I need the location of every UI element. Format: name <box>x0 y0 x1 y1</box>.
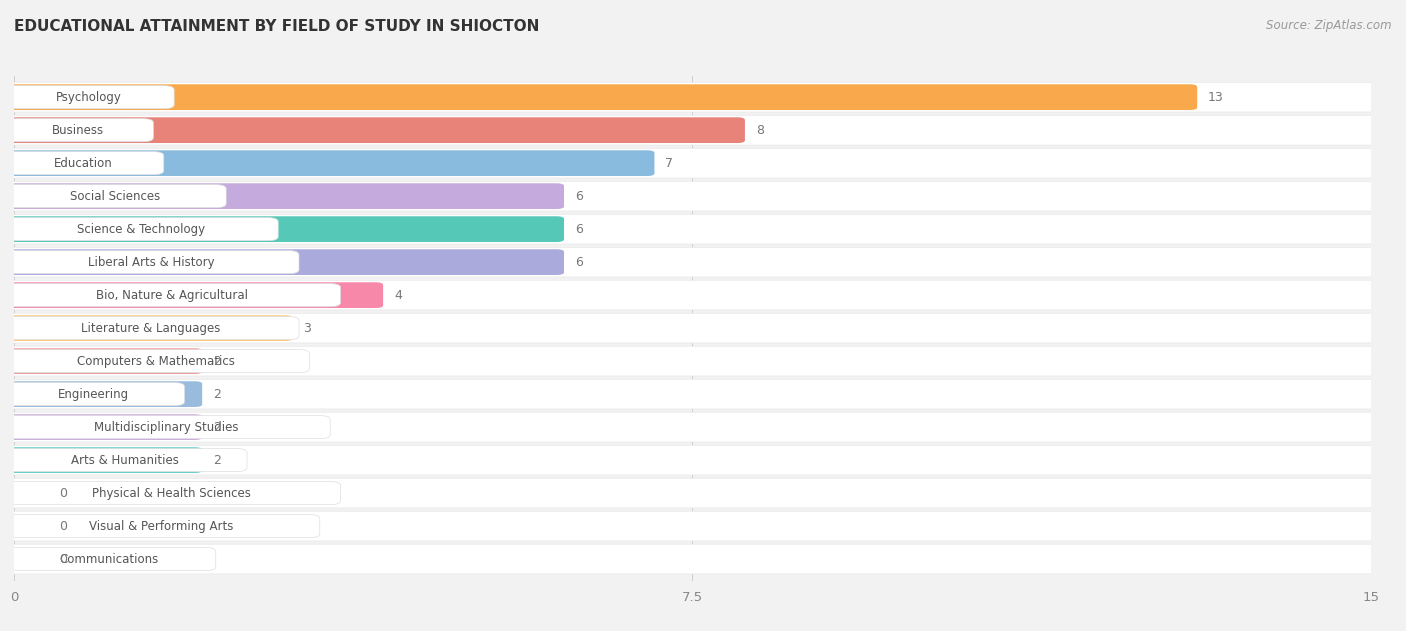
FancyBboxPatch shape <box>13 445 1372 475</box>
FancyBboxPatch shape <box>3 151 163 175</box>
Circle shape <box>10 321 51 336</box>
FancyBboxPatch shape <box>7 216 564 242</box>
Text: 6: 6 <box>575 256 582 269</box>
FancyBboxPatch shape <box>7 117 745 143</box>
Text: Business: Business <box>52 124 104 137</box>
Circle shape <box>10 90 51 104</box>
Text: 0: 0 <box>59 553 67 565</box>
Text: Literature & Languages: Literature & Languages <box>82 322 221 334</box>
Text: Engineering: Engineering <box>58 387 129 401</box>
Circle shape <box>10 420 51 434</box>
FancyBboxPatch shape <box>3 481 340 505</box>
Circle shape <box>10 552 51 567</box>
FancyBboxPatch shape <box>13 544 1372 574</box>
FancyBboxPatch shape <box>3 548 215 570</box>
Circle shape <box>10 288 51 302</box>
Text: Communications: Communications <box>60 553 159 565</box>
FancyBboxPatch shape <box>13 115 1372 145</box>
Text: Bio, Nature & Agricultural: Bio, Nature & Agricultural <box>96 288 247 302</box>
Circle shape <box>10 189 51 203</box>
Text: Education: Education <box>53 156 112 170</box>
Circle shape <box>10 552 51 567</box>
Circle shape <box>10 354 51 369</box>
Circle shape <box>10 519 51 533</box>
FancyBboxPatch shape <box>7 249 564 275</box>
FancyBboxPatch shape <box>3 350 309 373</box>
FancyBboxPatch shape <box>7 85 1197 110</box>
Circle shape <box>10 255 51 269</box>
FancyBboxPatch shape <box>3 283 340 307</box>
FancyBboxPatch shape <box>13 215 1372 244</box>
Circle shape <box>10 453 51 468</box>
Circle shape <box>10 123 51 138</box>
FancyBboxPatch shape <box>3 251 299 274</box>
FancyBboxPatch shape <box>13 412 1372 442</box>
Text: 13: 13 <box>1208 91 1223 103</box>
FancyBboxPatch shape <box>7 282 382 308</box>
Text: Multidisciplinary Studies: Multidisciplinary Studies <box>94 421 239 433</box>
FancyBboxPatch shape <box>3 185 226 208</box>
FancyBboxPatch shape <box>13 247 1372 277</box>
Text: 0: 0 <box>59 519 67 533</box>
Circle shape <box>10 519 51 533</box>
FancyBboxPatch shape <box>13 82 1372 112</box>
FancyBboxPatch shape <box>3 119 153 142</box>
FancyBboxPatch shape <box>3 317 299 339</box>
FancyBboxPatch shape <box>13 511 1372 541</box>
Text: EDUCATIONAL ATTAINMENT BY FIELD OF STUDY IN SHIOCTON: EDUCATIONAL ATTAINMENT BY FIELD OF STUDY… <box>14 19 540 34</box>
FancyBboxPatch shape <box>13 379 1372 409</box>
Text: Arts & Humanities: Arts & Humanities <box>72 454 179 466</box>
Circle shape <box>10 387 51 401</box>
FancyBboxPatch shape <box>7 447 202 473</box>
FancyBboxPatch shape <box>3 218 278 240</box>
Text: 2: 2 <box>214 355 221 368</box>
Text: Computers & Mathematics: Computers & Mathematics <box>77 355 235 368</box>
Text: 2: 2 <box>214 454 221 466</box>
FancyBboxPatch shape <box>13 181 1372 211</box>
FancyBboxPatch shape <box>3 416 330 439</box>
FancyBboxPatch shape <box>7 414 202 440</box>
FancyBboxPatch shape <box>7 381 202 407</box>
FancyBboxPatch shape <box>7 348 202 374</box>
Text: 7: 7 <box>665 156 673 170</box>
Text: Liberal Arts & History: Liberal Arts & History <box>87 256 214 269</box>
Text: Social Sciences: Social Sciences <box>69 190 160 203</box>
FancyBboxPatch shape <box>3 449 247 471</box>
Circle shape <box>10 156 51 170</box>
Circle shape <box>10 486 51 500</box>
FancyBboxPatch shape <box>13 478 1372 508</box>
Text: 8: 8 <box>756 124 763 137</box>
Text: 6: 6 <box>575 190 582 203</box>
Text: Visual & Performing Arts: Visual & Performing Arts <box>90 519 233 533</box>
Text: Science & Technology: Science & Technology <box>77 223 205 235</box>
FancyBboxPatch shape <box>13 280 1372 310</box>
Text: Psychology: Psychology <box>56 91 122 103</box>
Circle shape <box>10 222 51 237</box>
FancyBboxPatch shape <box>3 514 319 538</box>
Text: 3: 3 <box>304 322 311 334</box>
Text: Source: ZipAtlas.com: Source: ZipAtlas.com <box>1267 19 1392 32</box>
FancyBboxPatch shape <box>13 346 1372 376</box>
FancyBboxPatch shape <box>7 183 564 209</box>
FancyBboxPatch shape <box>7 150 654 176</box>
FancyBboxPatch shape <box>13 148 1372 178</box>
Text: 2: 2 <box>214 387 221 401</box>
Text: 0: 0 <box>59 487 67 500</box>
FancyBboxPatch shape <box>3 382 184 406</box>
Text: 2: 2 <box>214 421 221 433</box>
FancyBboxPatch shape <box>7 316 292 341</box>
FancyBboxPatch shape <box>13 313 1372 343</box>
FancyBboxPatch shape <box>3 86 174 109</box>
Text: 6: 6 <box>575 223 582 235</box>
Text: Physical & Health Sciences: Physical & Health Sciences <box>93 487 252 500</box>
Text: 4: 4 <box>394 288 402 302</box>
Circle shape <box>10 486 51 500</box>
